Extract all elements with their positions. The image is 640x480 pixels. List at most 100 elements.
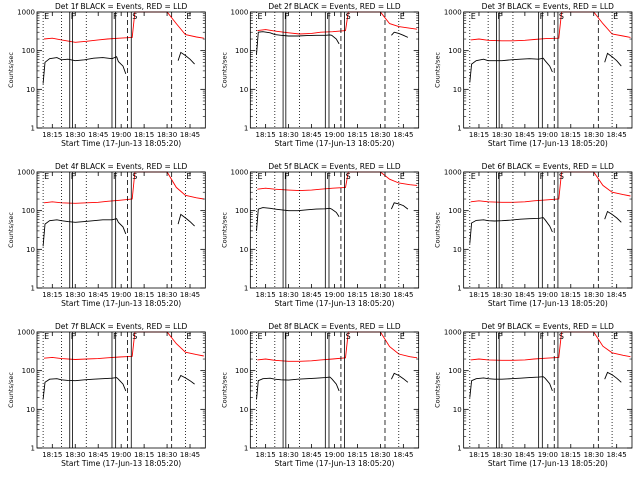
- chart-panel: Det 4f BLACK = Events, RED = LLDEFFSE110…: [7, 162, 206, 308]
- x-tick-label: 18:30: [370, 291, 390, 299]
- marker-label: E: [471, 332, 476, 341]
- x-tick-label: 18:45: [515, 451, 535, 459]
- series-line: [43, 11, 204, 43]
- series-line: [42, 218, 127, 247]
- x-axis-label: Start Time (17-Jun-13 18:05:20): [61, 459, 181, 468]
- marker-label: S: [346, 12, 351, 21]
- x-tick-label: 18:45: [88, 131, 108, 139]
- marker-label: F: [71, 332, 76, 341]
- marker-label: E: [257, 172, 262, 181]
- x-tick-label: 18:15: [42, 131, 62, 139]
- x-tick-label: 18:30: [278, 291, 298, 299]
- x-tick-label: 18:30: [584, 131, 604, 139]
- y-tick-label: 1000: [444, 169, 462, 177]
- x-tick-label: 18:15: [134, 291, 154, 299]
- y-tick-label: 1: [244, 125, 248, 133]
- x-tick-label: 18:15: [469, 451, 489, 459]
- y-tick-label: 1000: [17, 169, 35, 177]
- y-tick-label: 100: [235, 207, 248, 215]
- x-tick-label: 18:30: [278, 131, 298, 139]
- y-tick-label: 10: [453, 406, 462, 414]
- x-tick-label: 19:00: [538, 451, 558, 459]
- x-axis-label: Start Time (17-Jun-13 18:05:20): [274, 139, 394, 148]
- marker-label: F: [71, 12, 76, 21]
- series-line: [390, 202, 409, 210]
- x-tick-label: 18:30: [584, 291, 604, 299]
- x-axis-label: Start Time (17-Jun-13 18:05:20): [488, 459, 608, 468]
- x-tick-label: 18:15: [561, 291, 581, 299]
- chart-title: Det 8f BLACK = Events, RED = LLD: [268, 322, 401, 331]
- y-axis-label: Counts/sec: [7, 52, 15, 88]
- y-axis-label: Counts/sec: [220, 52, 228, 88]
- marker-label: E: [400, 332, 405, 341]
- x-tick-label: 18:30: [65, 291, 85, 299]
- y-axis-label: Counts/sec: [434, 372, 442, 408]
- y-tick-label: 1: [244, 445, 248, 453]
- x-tick-label: 18:45: [515, 291, 535, 299]
- x-tick-label: 18:30: [157, 451, 177, 459]
- y-tick-label: 1: [31, 445, 35, 453]
- x-tick-label: 18:15: [469, 291, 489, 299]
- series-line: [470, 11, 631, 42]
- series-line: [43, 171, 204, 204]
- y-tick-label: 10: [26, 246, 35, 254]
- x-tick-label: 18:30: [65, 131, 85, 139]
- series-line: [604, 52, 622, 67]
- x-tick-label: 18:45: [607, 131, 627, 139]
- marker-label: E: [400, 172, 405, 181]
- y-axis-label: Counts/sec: [434, 212, 442, 248]
- x-tick-label: 18:15: [134, 451, 154, 459]
- x-tick-label: 18:15: [347, 131, 367, 139]
- x-tick-label: 18:15: [347, 451, 367, 459]
- x-tick-label: 19:00: [111, 131, 131, 139]
- series-line: [391, 31, 409, 38]
- series-line: [469, 376, 553, 398]
- marker-label: S: [559, 172, 564, 181]
- x-tick-label: 18:45: [607, 451, 627, 459]
- y-tick-label: 1: [31, 285, 35, 293]
- x-axis-label: Start Time (17-Jun-13 18:05:20): [488, 299, 608, 308]
- y-axis-label: Counts/sec: [220, 212, 228, 248]
- chart-title: Det 3f BLACK = Events, RED = LLD: [482, 2, 615, 11]
- marker-label: E: [613, 332, 618, 341]
- chart-title: Det 1f BLACK = Events, RED = LLD: [55, 2, 188, 11]
- y-tick-label: 1000: [444, 329, 462, 337]
- series-line: [470, 331, 631, 361]
- x-tick-label: 18:45: [180, 451, 200, 459]
- chart-panel: Det 8f BLACK = Events, RED = LLDEFFSE110…: [220, 322, 420, 468]
- chart-panel: Det 6f BLACK = Events, RED = LLDEFFSE110…: [434, 162, 633, 308]
- marker-label: E: [400, 12, 405, 21]
- x-tick-label: 18:45: [393, 291, 413, 299]
- marker-label: S: [132, 12, 137, 21]
- marker-label: S: [559, 332, 564, 341]
- y-axis-label: Counts/sec: [7, 372, 15, 408]
- y-tick-label: 10: [26, 406, 35, 414]
- chart-panel: Det 1f BLACK = Events, RED = LLDEFFSE110…: [7, 2, 206, 148]
- chart-title: Det 2f BLACK = Events, RED = LLD: [268, 2, 401, 11]
- x-tick-label: 18:45: [180, 131, 200, 139]
- series-line: [43, 331, 204, 360]
- chart-panel: Det 5f BLACK = Events, RED = LLDEFFSE110…: [220, 162, 420, 308]
- x-tick-label: 19:00: [324, 291, 344, 299]
- plot-frame: [36, 331, 206, 449]
- y-tick-label: 1000: [17, 329, 35, 337]
- x-tick-label: 18:45: [180, 291, 200, 299]
- y-tick-label: 100: [448, 47, 461, 55]
- chart-panel: Det 3f BLACK = Events, RED = LLDEFFSE110…: [434, 2, 633, 148]
- chart-panel: Det 2f BLACK = Events, RED = LLDEFFSE110…: [220, 2, 420, 148]
- marker-label: E: [613, 172, 618, 181]
- plot-frame: [463, 11, 633, 129]
- marker-label: F: [284, 12, 289, 21]
- x-axis-label: Start Time (17-Jun-13 18:05:20): [488, 139, 608, 148]
- x-tick-label: 18:45: [515, 131, 535, 139]
- marker-label: E: [257, 332, 262, 341]
- x-tick-label: 18:45: [88, 291, 108, 299]
- y-tick-label: 1000: [231, 9, 249, 17]
- x-tick-label: 18:15: [256, 131, 276, 139]
- y-tick-label: 100: [22, 367, 35, 375]
- x-tick-label: 18:45: [301, 131, 321, 139]
- x-tick-label: 19:00: [538, 131, 558, 139]
- y-tick-label: 1000: [17, 9, 35, 17]
- y-tick-label: 1: [457, 125, 461, 133]
- series-line: [256, 376, 340, 400]
